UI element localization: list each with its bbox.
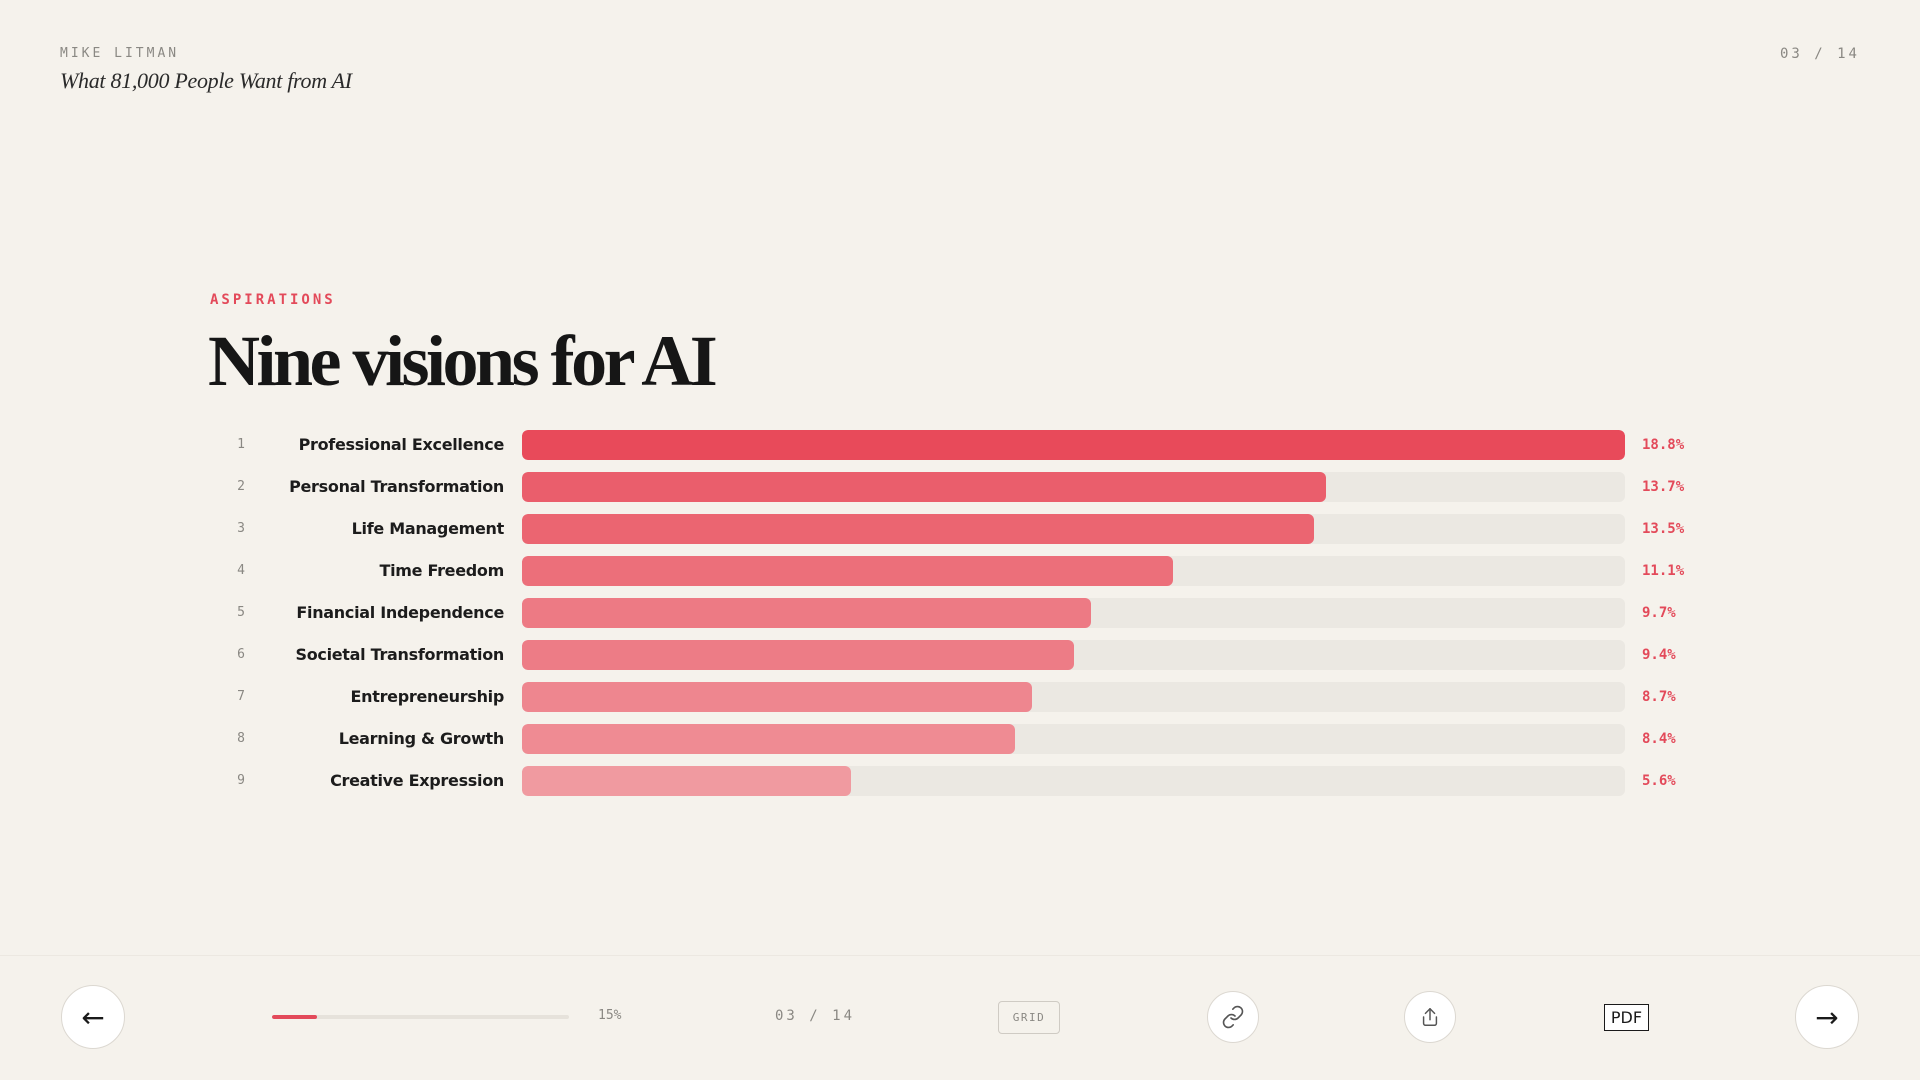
category-label: Societal Transformation: [295, 645, 504, 664]
chart-row: 9 Creative Expression 5.6%: [0, 766, 1920, 796]
chart-row: 7 Entrepreneurship 8.7%: [0, 682, 1920, 712]
arrow-left-icon: ←: [81, 1000, 105, 1034]
next-slide-button[interactable]: →: [1795, 985, 1859, 1049]
copy-link-button[interactable]: [1207, 991, 1259, 1043]
slide-title: Nine visions for AI: [208, 321, 718, 401]
pdf-download-button[interactable]: PDF: [1604, 1004, 1649, 1031]
rank-number: 2: [237, 479, 245, 494]
bar: [522, 724, 1015, 754]
rank-number: 6: [237, 647, 245, 662]
category-label: Life Management: [351, 519, 505, 538]
bar-track: [522, 766, 1625, 796]
previous-slide-button[interactable]: ←: [61, 985, 125, 1049]
rank-number: 9: [237, 773, 245, 788]
share-button[interactable]: [1404, 991, 1456, 1043]
value-label: 9.4%: [1642, 647, 1676, 663]
link-icon: [1222, 1005, 1244, 1029]
value-label: 8.4%: [1642, 731, 1676, 747]
bar: [522, 598, 1091, 628]
bar: [522, 682, 1032, 712]
chart-row: 2 Personal Transformation 13.7%: [0, 472, 1920, 502]
arrow-right-icon: →: [1815, 1000, 1839, 1034]
footer-divider: [0, 955, 1920, 956]
author-name: MIKE LITMAN: [60, 46, 180, 61]
value-label: 9.7%: [1642, 605, 1676, 621]
section-eyebrow: ASPIRATIONS: [210, 292, 336, 308]
progress-percent: 15%: [598, 1008, 622, 1023]
rank-number: 4: [237, 563, 245, 578]
chart-row: 5 Financial Independence 9.7%: [0, 598, 1920, 628]
bar-track: [522, 514, 1625, 544]
chart-row: 8 Learning & Growth 8.4%: [0, 724, 1920, 754]
chart-row: 4 Time Freedom 11.1%: [0, 556, 1920, 586]
chart-row: 1 Professional Excellence 18.8%: [0, 430, 1920, 460]
value-label: 13.5%: [1642, 521, 1685, 537]
bar: [522, 640, 1074, 670]
category-label: Learning & Growth: [338, 729, 505, 748]
rank-number: 5: [237, 605, 245, 620]
rank-number: 3: [237, 521, 245, 536]
bar: [522, 472, 1326, 502]
deck-subtitle: What 81,000 People Want from AI: [60, 68, 352, 93]
bar-track: [522, 472, 1625, 502]
category-label: Personal Transformation: [289, 477, 504, 496]
value-label: 18.8%: [1642, 437, 1685, 453]
footer-slide-counter: 03 / 14: [775, 1008, 856, 1024]
bar-track: [522, 556, 1625, 586]
progress-bar: [272, 1015, 569, 1019]
value-label: 11.1%: [1642, 563, 1685, 579]
value-label: 8.7%: [1642, 689, 1676, 705]
share-icon: [1422, 1008, 1438, 1026]
category-label: Creative Expression: [330, 771, 504, 790]
bar: [522, 514, 1314, 544]
category-label: Entrepreneurship: [350, 687, 505, 706]
rank-number: 7: [237, 689, 245, 704]
chart-row: 6 Societal Transformation 9.4%: [0, 640, 1920, 670]
rank-number: 8: [237, 731, 245, 746]
bar: [522, 766, 851, 796]
bar-track: [522, 640, 1625, 670]
category-label: Time Freedom: [379, 561, 504, 580]
category-label: Professional Excellence: [298, 435, 505, 454]
value-label: 13.7%: [1642, 479, 1685, 495]
rank-number: 1: [237, 437, 245, 452]
bar: [522, 556, 1173, 586]
grid-view-button[interactable]: GRID: [998, 1001, 1060, 1034]
bar-track: [522, 724, 1625, 754]
category-label: Financial Independence: [296, 603, 504, 622]
slide-counter: 03 / 14: [1779, 46, 1860, 62]
bar: [522, 430, 1625, 460]
progress-bar-fill: [272, 1015, 317, 1019]
chart-row: 3 Life Management 13.5%: [0, 514, 1920, 544]
bar-track: [522, 598, 1625, 628]
bar-track: [522, 430, 1625, 460]
bar-track: [522, 682, 1625, 712]
value-label: 5.6%: [1642, 773, 1676, 789]
